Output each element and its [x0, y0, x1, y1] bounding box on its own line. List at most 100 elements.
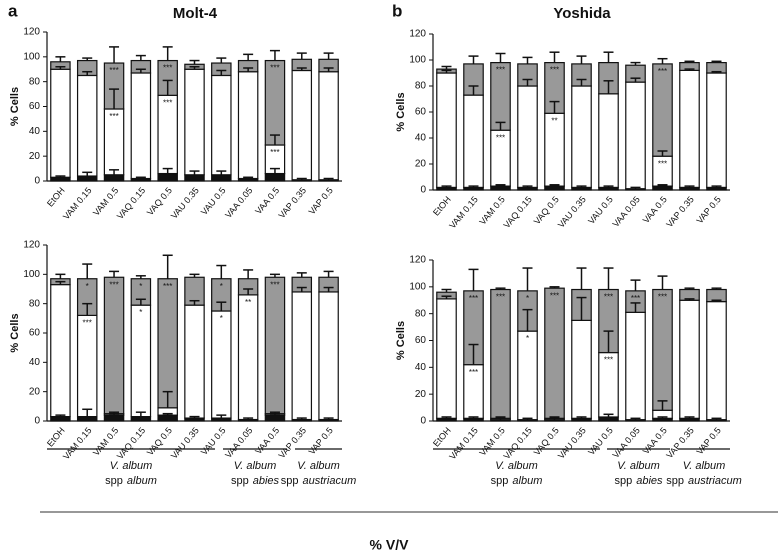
bar-segment [652, 288, 673, 411]
bar-segment [157, 172, 178, 182]
bar-segment [517, 85, 538, 189]
significance-label: *** [604, 356, 613, 365]
bar-segment [50, 68, 71, 178]
y-axis-label: % Cells [9, 313, 21, 352]
significance-label: *** [658, 67, 667, 76]
y-tick-label: 120 [23, 27, 40, 38]
y-tick-label: 60 [29, 328, 41, 339]
group-subspecies: spp austriacum [281, 475, 357, 487]
x-tick-label: VAU 0.35 [556, 194, 588, 229]
bar-segment [76, 74, 98, 177]
group-genus: V. album [297, 460, 340, 472]
y-tick-label: 40 [29, 126, 41, 137]
bar-segment [625, 81, 646, 190]
group-name: album [127, 475, 157, 487]
significance-label: * [526, 294, 529, 303]
x-tick-label: VAA 0.5 [253, 185, 281, 216]
y-tick-label: 80 [415, 81, 427, 92]
x-tick-label: EtOH [45, 425, 67, 448]
significance-label: *** [109, 66, 118, 75]
group-name: austriacum [688, 475, 742, 487]
bar-segment [679, 299, 700, 419]
significance-label: *** [469, 368, 478, 377]
significance-label: * [220, 314, 223, 323]
bar-segment [184, 174, 205, 182]
significance-label: *** [550, 291, 559, 300]
significance-label: * [139, 308, 142, 317]
group-genus: V. album [495, 460, 538, 472]
x-tick-label: VAU 0.35 [169, 185, 201, 220]
bar-segment [184, 304, 205, 419]
y-tick-label: 40 [415, 133, 427, 144]
y-tick-label: 100 [23, 51, 40, 62]
x-axis-label: % V/V [370, 537, 410, 553]
panel-label: a [8, 1, 18, 20]
bar-segment [237, 71, 259, 180]
y-tick-label: 80 [29, 298, 41, 309]
bar-segment [264, 414, 286, 422]
group-rank: spp [231, 475, 249, 487]
x-tick-label: VAP 0.35 [664, 425, 696, 460]
group-rank: spp [666, 475, 684, 487]
bar-segment [211, 74, 232, 176]
bar-segment [544, 287, 565, 419]
x-tick-label: VAQ 0.15 [502, 194, 534, 230]
significance-label: *** [270, 64, 279, 73]
x-tick-label: VAQ 0.15 [115, 425, 147, 461]
x-tick-label: VAU 0.35 [169, 425, 201, 460]
y-tick-label: 0 [34, 176, 40, 187]
x-tick-label: VAP 0.5 [694, 425, 722, 456]
bar-segment [571, 319, 592, 419]
bar-segment [652, 63, 673, 157]
x-tick-label: VAA 0.05 [610, 425, 641, 460]
bar-segment [291, 291, 313, 421]
significance-label: ** [551, 116, 557, 125]
y-tick-label: 80 [415, 308, 427, 319]
bar-segment [50, 284, 71, 418]
y-tick-label: 60 [29, 101, 41, 112]
y-axis-label: % Cells [395, 92, 407, 131]
bar-segment [318, 291, 339, 421]
bar-segment [625, 311, 646, 421]
significance-label: * [526, 334, 529, 343]
significance-label: *** [270, 148, 279, 157]
bar-segment [490, 288, 511, 419]
group-name: album [512, 475, 542, 487]
significance-label: *** [270, 280, 279, 289]
group-subspecies: spp abies [231, 475, 280, 487]
significance-label: *** [83, 319, 92, 328]
y-tick-label: 60 [415, 335, 427, 346]
bar-segment [706, 300, 727, 421]
y-tick-label: 40 [29, 357, 41, 368]
chart-title: Yoshida [553, 5, 611, 22]
bar-segment [130, 304, 152, 418]
y-tick-label: 20 [29, 386, 41, 397]
significance-label: *** [163, 282, 172, 291]
group-name: abies [253, 475, 280, 487]
chart-title: Molt-4 [173, 5, 218, 22]
group-genus: V. album [234, 460, 277, 472]
bar-segment [463, 94, 484, 189]
bar-segment [571, 85, 592, 189]
bar-segment [184, 68, 205, 176]
y-tick-label: 120 [23, 240, 40, 251]
y-tick-label: 100 [409, 55, 426, 66]
significance-label: *** [163, 98, 172, 107]
x-tick-label: VAU 0.35 [556, 425, 588, 460]
significance-label: ** [245, 298, 251, 307]
significance-label: *** [631, 294, 640, 303]
significance-label: *** [658, 159, 667, 168]
group-rank: spp [491, 475, 509, 487]
bar-segment [598, 93, 619, 189]
y-tick-label: 0 [420, 185, 426, 196]
significance-label: *** [604, 293, 613, 302]
x-tick-label: EtOH [431, 425, 453, 448]
x-tick-label: VAP 0.5 [307, 185, 335, 216]
bar-segment [130, 416, 152, 422]
y-tick-label: 20 [415, 159, 427, 170]
y-tick-label: 20 [29, 151, 41, 162]
x-tick-label: VAM 0.15 [61, 185, 94, 221]
x-tick-label: VAM 0.15 [447, 194, 480, 230]
y-tick-label: 80 [29, 76, 41, 87]
group-genus: V. album [683, 460, 726, 472]
